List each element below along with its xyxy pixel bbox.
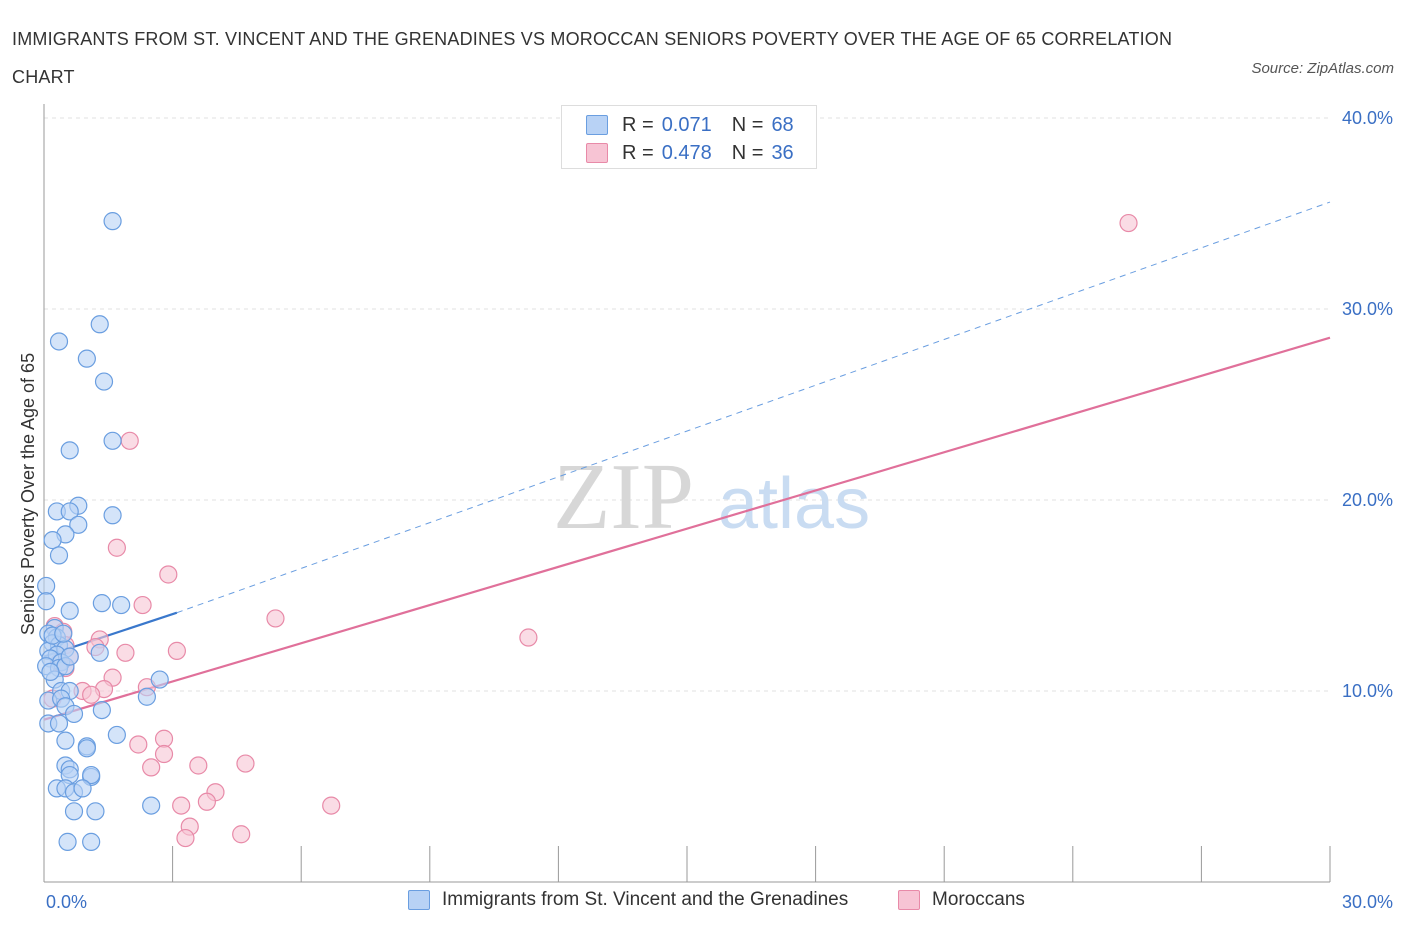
data-point-pink: [167, 641, 186, 660]
data-point-pink: [120, 431, 139, 450]
data-point-blue: [58, 832, 77, 851]
data-point-pink: [172, 796, 191, 815]
legend-row-pink: R = 0.478 N = 36: [586, 141, 794, 165]
data-point-blue: [69, 515, 88, 534]
trendline-pink: [43, 336, 1331, 721]
data-point-blue: [142, 796, 161, 815]
data-point-blue: [112, 595, 131, 615]
tick-labels: 10.0% 20.0% 30.0% 40.0% 0.0% 30.0% Seniors Pov…: [18, 108, 1393, 912]
data-point-pink: [133, 595, 152, 615]
data-point-blue: [73, 779, 92, 798]
data-point-blue: [92, 594, 111, 613]
data-point-blue: [64, 802, 84, 821]
data-point-pink: [159, 565, 178, 584]
legend-r-value: 0.478: [661, 141, 712, 164]
data-point-pink: [189, 756, 208, 775]
data-point-pink: [82, 685, 101, 704]
bottom-legend-swatch-pink: [898, 890, 920, 910]
data-point-pink: [107, 538, 126, 557]
legend-n-value: 36: [771, 141, 794, 164]
data-point-pink: [197, 792, 216, 811]
data-point-pink: [1119, 213, 1138, 233]
data-point-pink: [236, 754, 255, 773]
data-point-blue: [86, 802, 105, 821]
legend-swatch-blue: [586, 115, 608, 135]
y-tick-label: 20.0%: [1342, 490, 1393, 510]
data-point-blue: [37, 592, 56, 611]
bottom-legend-pink: Moroccans: [898, 889, 1025, 911]
data-point-blue: [92, 700, 111, 720]
data-point-blue: [64, 704, 84, 724]
data-point-pink: [266, 609, 285, 628]
bottom-legend-blue: Immigrants from St. Vincent and the Gren…: [408, 889, 848, 911]
chart-title: IMMIGRANTS FROM ST. VINCENT AND THE GREN…: [12, 29, 1173, 87]
data-point-blue: [150, 670, 169, 689]
data-point-blue: [90, 643, 109, 662]
data-point-blue: [54, 624, 73, 643]
data-point-blue: [43, 531, 62, 550]
data-point-blue: [90, 315, 109, 334]
legend-n-label: N =: [731, 113, 764, 136]
data-points: [37, 212, 1138, 851]
data-point-blue: [37, 576, 56, 596]
y-tick-label: 30.0%: [1342, 299, 1393, 319]
data-point-pink: [129, 735, 148, 754]
x-tick-label: 30.0%: [1342, 892, 1393, 912]
data-point-blue: [103, 431, 122, 450]
data-point-pink: [232, 825, 251, 844]
watermark: ZIP atlas: [553, 445, 870, 549]
legend-swatch-pink: [586, 143, 608, 163]
legend-r-label: R =: [622, 141, 654, 164]
trendline-blue: [176, 201, 1331, 614]
legend-r-label: R =: [622, 113, 654, 136]
data-point-pink: [322, 796, 341, 815]
stats-legend: R = 0.071 N = 68 R = 0.478 N = 36: [561, 105, 817, 169]
data-point-blue: [49, 332, 69, 351]
watermark-atlas: atlas: [718, 464, 870, 544]
data-point-pink: [142, 758, 161, 777]
legend-n-value: 68: [771, 113, 794, 136]
data-point-blue: [60, 441, 79, 460]
data-point-pink: [519, 628, 538, 647]
data-point-pink: [154, 729, 174, 748]
data-point-blue: [60, 502, 79, 521]
data-point-blue: [94, 372, 114, 391]
data-point-blue: [77, 739, 96, 758]
data-point-blue: [49, 546, 69, 565]
x-tick-label: 0.0%: [46, 892, 87, 912]
data-point-blue: [103, 212, 122, 231]
data-point-pink: [176, 828, 195, 848]
source-label: Source: ZipAtlas.com: [1251, 60, 1394, 77]
data-point-blue: [82, 832, 101, 851]
data-point-pink: [116, 643, 135, 662]
data-point-blue: [60, 647, 79, 666]
bottom-legend-label-pink: Moroccans: [932, 889, 1025, 910]
data-point-pink: [154, 744, 174, 764]
data-point-blue: [60, 601, 79, 620]
bottom-legend-label-blue: Immigrants from St. Vincent and the Gren…: [442, 889, 849, 910]
y-tick-label: 40.0%: [1342, 108, 1393, 128]
legend-r-value: 0.071: [661, 113, 712, 136]
data-point-blue: [41, 662, 60, 682]
legend-row-blue: R = 0.071 N = 68: [586, 113, 794, 137]
data-point-blue: [137, 687, 156, 706]
y-axis-label: Seniors Poverty Over the Age of 65: [18, 353, 38, 635]
watermark-zip: ZIP: [553, 445, 694, 549]
data-point-blue: [77, 349, 96, 368]
grid: [44, 117, 1330, 692]
y-tick-label: 10.0%: [1342, 681, 1393, 701]
axes: [43, 104, 1331, 883]
data-point-blue: [56, 731, 75, 750]
data-point-blue: [49, 714, 69, 733]
data-point-blue: [107, 725, 126, 745]
legend-n-label: N =: [731, 141, 764, 164]
data-point-blue: [103, 506, 122, 525]
data-point-blue: [82, 765, 101, 785]
bottom-legend-swatch-blue: [408, 890, 430, 910]
